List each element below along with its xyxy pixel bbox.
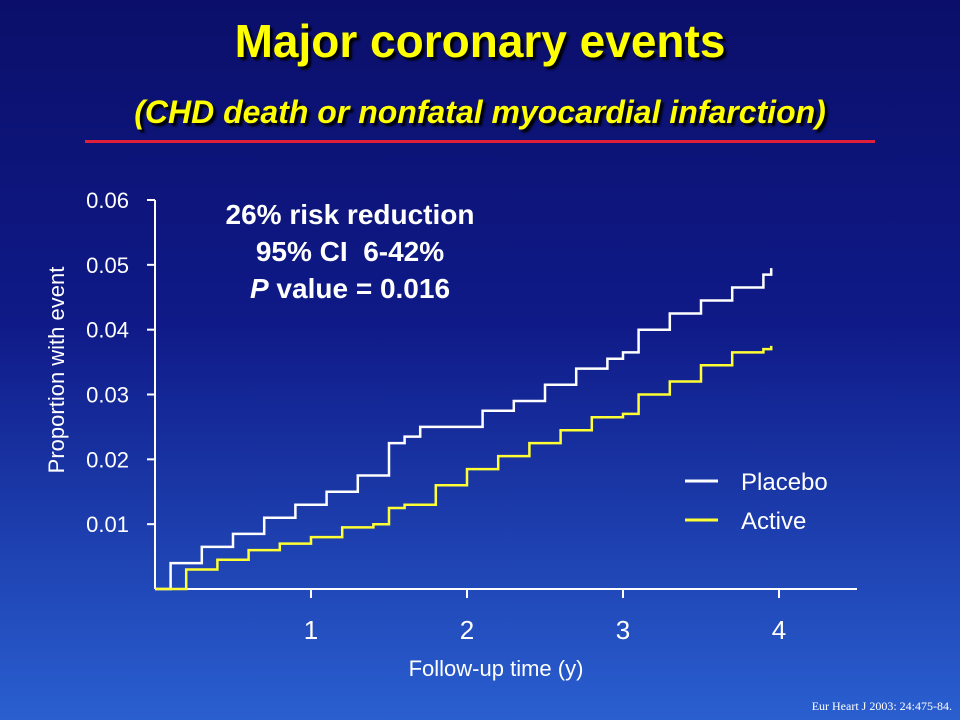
x-tick-label: 2	[460, 615, 474, 645]
x-axis-label: Follow-up time (y)	[409, 656, 584, 681]
risk-annotation: 26% risk reduction 95% CI 6-42% P value …	[180, 196, 520, 307]
y-axis-label: Proportion with event	[44, 267, 69, 474]
subtitle-underline	[85, 140, 875, 143]
x-tick-label: 3	[616, 615, 630, 645]
legend-label-active: Active	[741, 508, 806, 535]
series-line-active	[155, 345, 773, 591]
y-tick-label: 0.01	[86, 512, 129, 537]
x-tick-label: 4	[772, 615, 786, 645]
x-tick-label: 1	[304, 615, 318, 645]
p-value-text: value = 0.016	[268, 273, 451, 304]
citation: Eur Heart J 2003: 24:475-84.	[811, 699, 952, 713]
y-tick-label: 0.02	[86, 447, 129, 472]
annotation-line-1: 26% risk reduction	[225, 199, 475, 230]
y-tick-label: 0.05	[86, 253, 129, 278]
y-tick-label: 0.03	[86, 383, 129, 408]
series-line-placebo	[155, 268, 773, 591]
page-title: Major coronary events	[234, 15, 726, 67]
p-italic: P	[249, 273, 269, 304]
annotation-line-2: 95% CI 6-42%	[255, 236, 445, 267]
page-subtitle: (CHD death or nonfatal myocardial infarc…	[134, 94, 826, 130]
y-tick-label: 0.04	[86, 318, 129, 343]
legend-label-placebo: Placebo	[741, 469, 828, 496]
y-tick-label: 0.06	[86, 188, 129, 213]
annotation-line-3: P value = 0.016	[180, 270, 520, 307]
